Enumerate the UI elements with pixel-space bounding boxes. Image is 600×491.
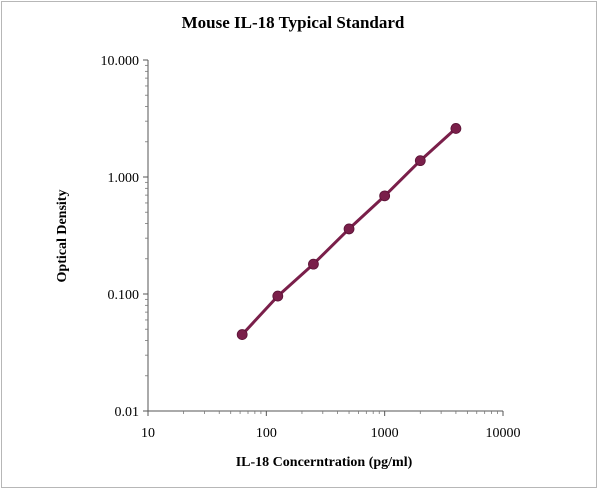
data-point xyxy=(414,155,426,167)
x-tick-label: 10 xyxy=(141,426,155,441)
axes xyxy=(147,60,503,412)
data-point xyxy=(272,290,284,302)
x-tick-label: 100 xyxy=(256,426,277,441)
chart-title: Mouse IL-18 Typical Standard xyxy=(182,13,405,32)
y-axis-label: Optical Density xyxy=(55,190,70,283)
data-point xyxy=(379,190,391,202)
y-tick-label: 1.000 xyxy=(108,171,140,186)
series xyxy=(236,123,462,340)
x-tick-label: 1000 xyxy=(371,426,399,441)
x-axis-label: IL-18 Concerntration (pg/ml) xyxy=(236,455,413,470)
data-point xyxy=(236,329,248,340)
x-tick-label: 10000 xyxy=(486,426,521,441)
data-point xyxy=(450,123,462,134)
ticks: 0.01 0.100 1.000 10.000 10 100 1000 10000 xyxy=(101,54,521,441)
y-tick-label: 0.01 xyxy=(115,405,140,420)
data-point xyxy=(308,258,319,270)
y-tick-label: 0.100 xyxy=(108,288,140,303)
y-tick-label: 10.000 xyxy=(101,54,140,69)
data-point xyxy=(343,223,355,235)
